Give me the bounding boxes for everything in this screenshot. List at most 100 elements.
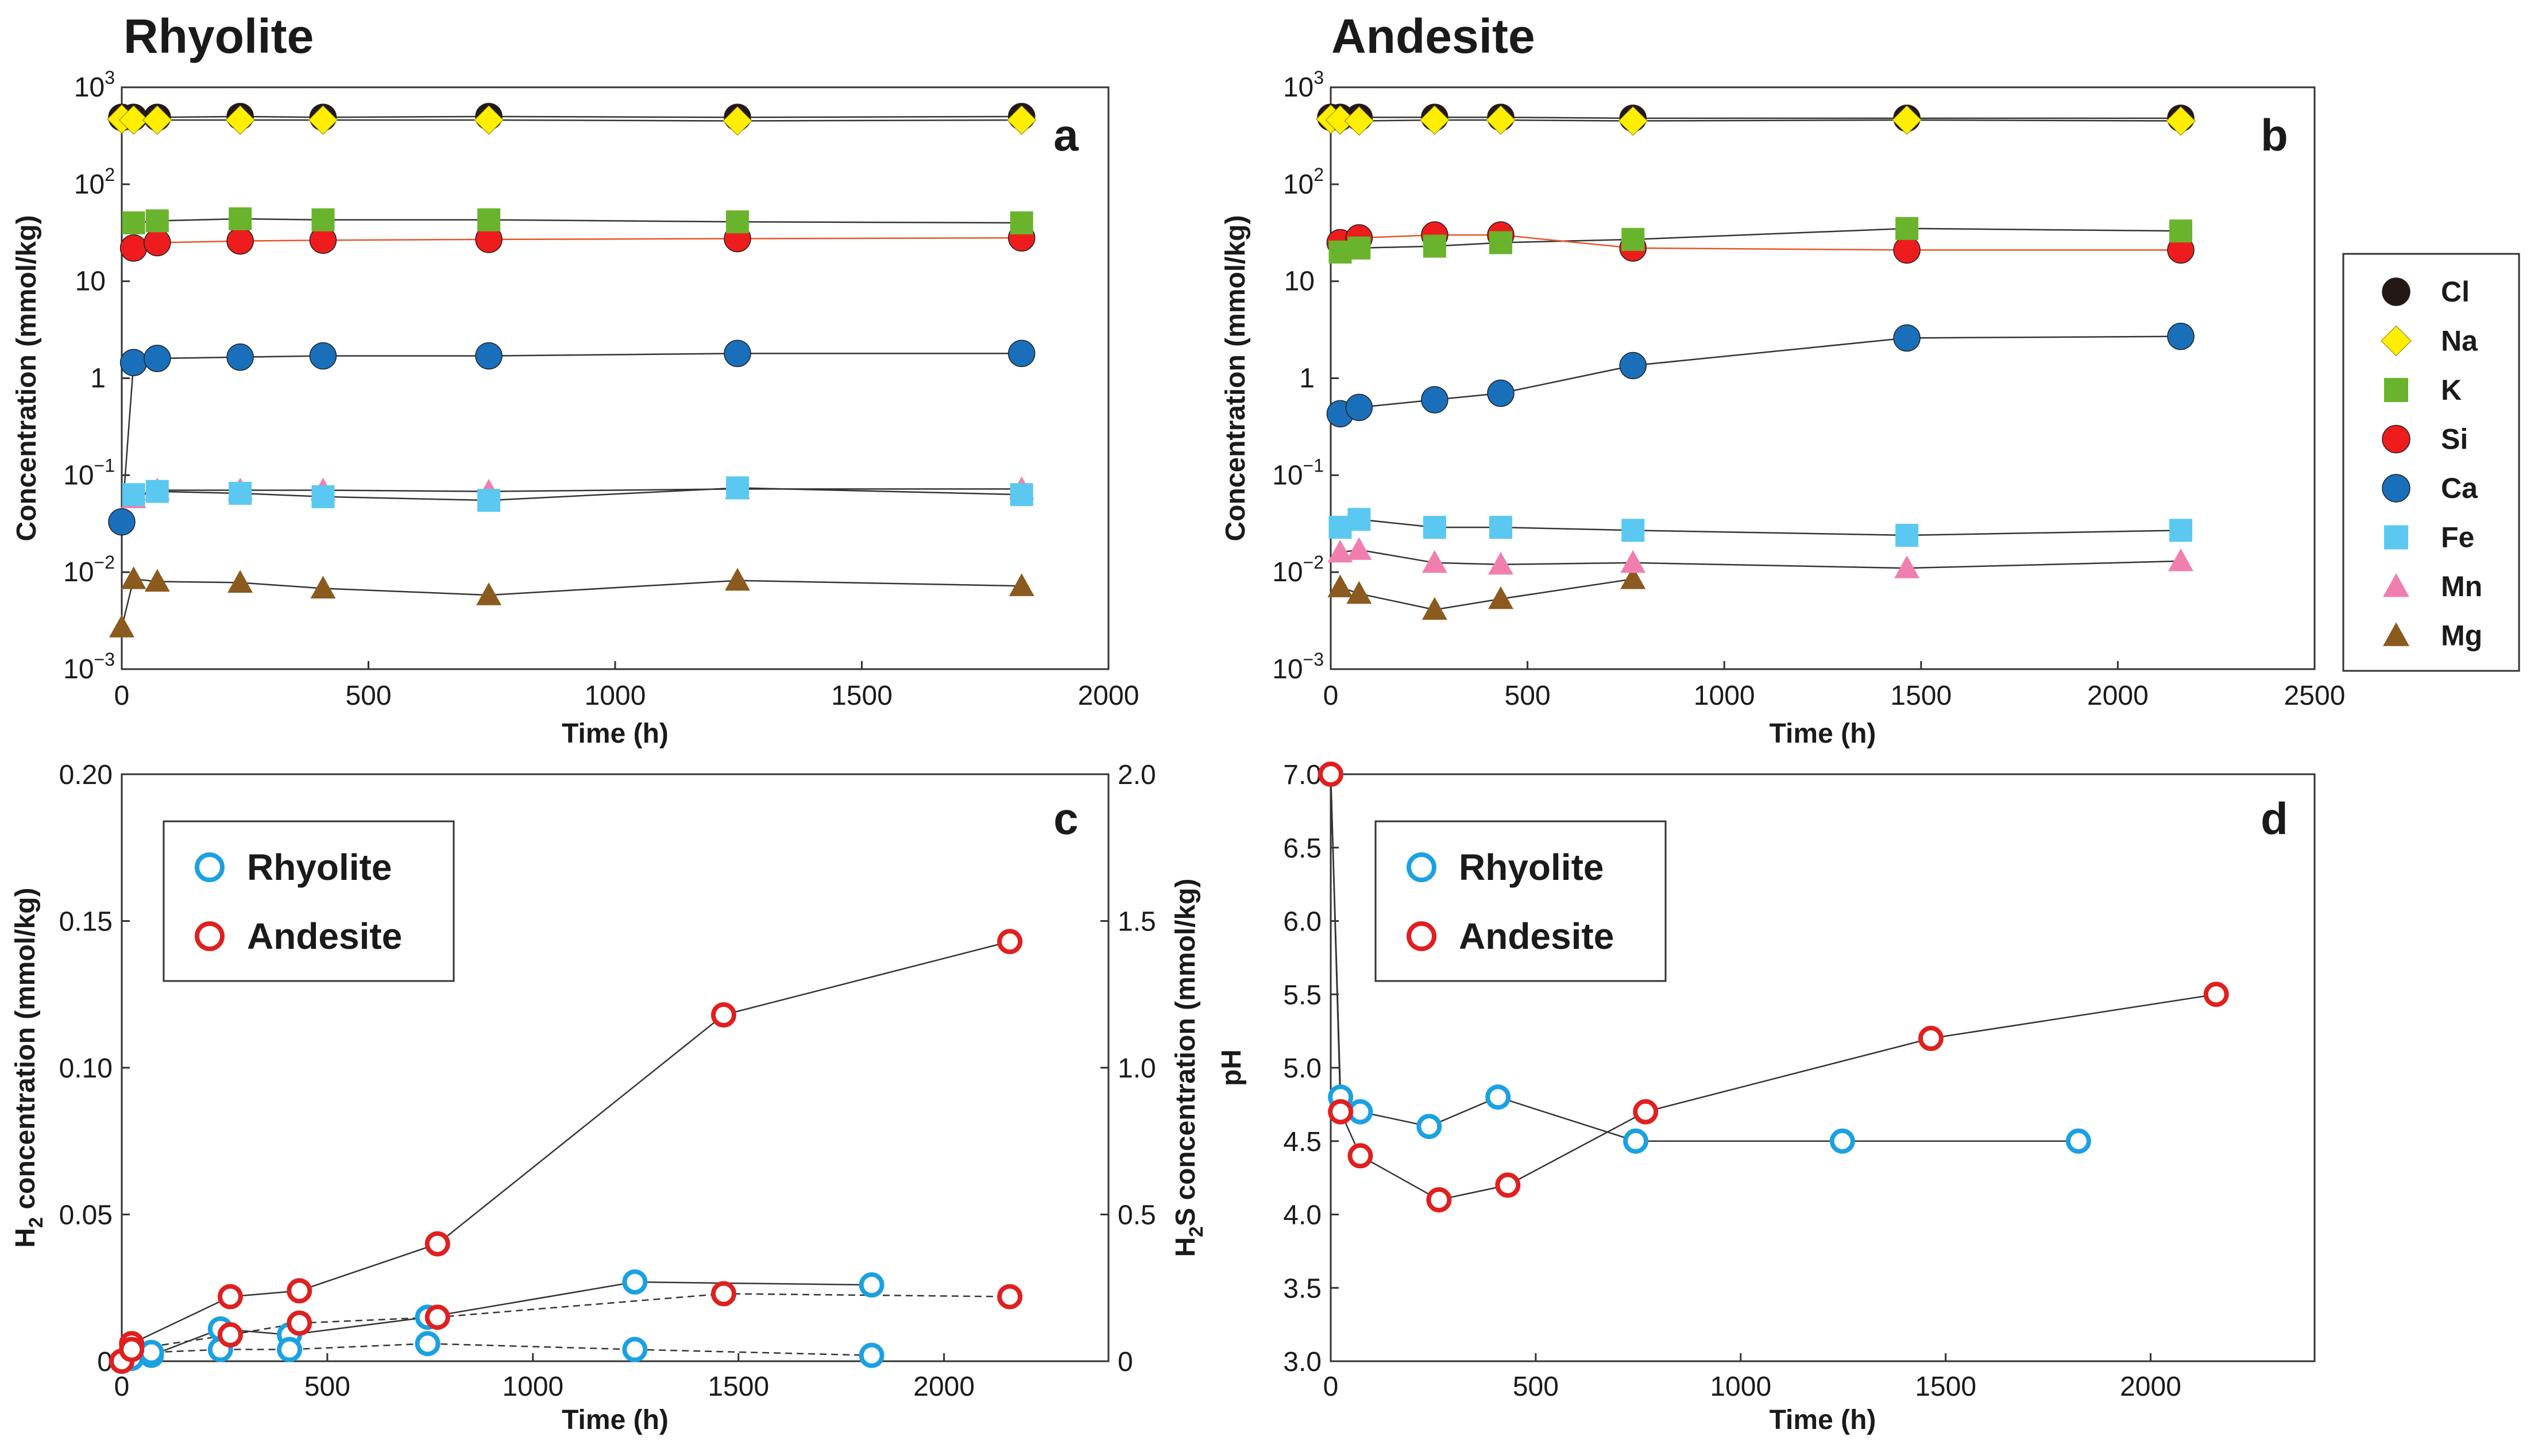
panel-b-fe-point	[1489, 516, 1513, 539]
panel-a-ytick-base: 10	[74, 169, 105, 200]
panel-c-ylabel: H2 concentration (mmol/kg)	[10, 888, 47, 1248]
panel-d-chart: 3.0 3.5 4.0 4.5 5.0 5.5 6.0 6.5 7.0 0 500 1000 1500 2…	[1216, 760, 2316, 1435]
legend-mg-label: Mg	[2441, 620, 2482, 652]
panel-a-k-point	[145, 209, 169, 233]
panel-d-andesite-point	[1633, 1099, 1659, 1125]
panel-c-andesite-point	[997, 1284, 1023, 1310]
panel-c-ytick-label: 0.10	[59, 1053, 113, 1084]
panel-a-na-point	[474, 105, 504, 135]
panel-c-legend: Rhyolite Andesite	[163, 820, 455, 982]
panel-a-mg-point	[725, 567, 751, 591]
panel-a-ca-point	[475, 342, 503, 370]
panel-b-na-point	[1892, 105, 1922, 135]
panel-b-ytick-base: 10	[1272, 460, 1303, 491]
panel-d-ytick-label: 4.0	[1283, 1200, 1322, 1231]
legend-na-marker	[2381, 325, 2412, 357]
panel-c-rhyolite-point	[277, 1337, 303, 1362]
panel-a-label: a	[1053, 110, 1079, 160]
panel-c-andesite-point	[424, 1304, 450, 1330]
panel-b-ytick-base: 1	[1299, 364, 1315, 394]
panel-d-ytick-label: 4.5	[1283, 1127, 1322, 1157]
panel-a-ytick-exp: −1	[94, 455, 115, 476]
legend-mg-marker	[2383, 622, 2409, 646]
legend-mn-marker	[2383, 573, 2409, 597]
panel-d-rhyolite-point	[1416, 1114, 1442, 1140]
panel-c-rhyolite-point	[859, 1272, 884, 1298]
panel-b-mn-point	[1488, 551, 1514, 575]
panel-c-y2tick-label: 1.5	[1118, 907, 1156, 937]
panel-a-si-line	[133, 237, 1022, 249]
panel-c-xtick-label: 1500	[708, 1372, 769, 1402]
panel-b-title: Andesite	[1331, 9, 1535, 63]
panel-d-legend-rhyolite-marker	[1407, 852, 1436, 882]
panel-b-mn-point	[1620, 550, 1646, 573]
panel-d-ytick-label: 7.0	[1283, 760, 1322, 790]
panel-b-ytick-exp: −1	[1303, 455, 1324, 476]
panel-d-andesite-point	[1328, 1099, 1354, 1125]
panel-b-k-point	[1621, 227, 1645, 251]
panel-a-ytick-label: 102	[74, 164, 115, 200]
panel-d-xtick-label: 500	[1513, 1372, 1559, 1402]
panel-d-andesite-point	[1318, 762, 1343, 787]
panel-d-andesite-point	[1426, 1187, 1452, 1212]
panel-d-xtick-label: 1500	[1915, 1372, 1976, 1402]
panel-d-xtick-label: 0	[1323, 1372, 1339, 1402]
panel-d-rhyolite-point	[1623, 1128, 1649, 1154]
panel-b-k-point	[1423, 234, 1446, 258]
panel-b-k-point	[2169, 219, 2193, 243]
panel-c-legend-andesite-marker	[195, 921, 225, 951]
panel-d-xtick-label: 2000	[2120, 1372, 2181, 1402]
panel-a-mg-point	[310, 576, 336, 599]
panel-b-xtick-label: 500	[1505, 681, 1551, 711]
panel-a-xtick-label: 0	[114, 681, 130, 711]
panel-a-ylabel: Concentration (mmol/kg)	[11, 215, 42, 541]
panel-b-ytick-label: 10−2	[1272, 552, 1324, 588]
panel-a-ca-point	[144, 345, 171, 372]
panel-b-mg-point	[1620, 566, 1646, 589]
panel-b-mn-line	[1340, 549, 2181, 569]
panel-d-legend-andesite-label: Andesite	[1459, 916, 1614, 957]
panel-a-na-point	[723, 106, 752, 136]
panel-c-label: c	[1053, 793, 1078, 844]
panel-a-ytick-base: 10	[63, 557, 94, 588]
panel-d-legend-frame	[1374, 820, 1667, 982]
panel-c-ylabel-part: H	[10, 1228, 41, 1248]
panel-b-fe-line	[1339, 519, 2181, 536]
panel-b-fe-point	[1895, 523, 1919, 547]
panel-c-xtick-label: 500	[304, 1372, 350, 1402]
panel-b-k-point	[1347, 236, 1371, 260]
panel-b-mg-point	[1421, 597, 1447, 620]
panel-c-rhyolite-point	[622, 1269, 648, 1295]
panel-d-rhyolite-point	[2065, 1128, 2091, 1154]
panel-d-andesite-point	[1918, 1025, 1944, 1051]
panel-b-ytick-exp: 3	[1314, 67, 1324, 88]
panel-b-ytick-label: 103	[1283, 67, 1324, 103]
panel-a-si-point	[119, 234, 148, 262]
panel-a-si-point	[226, 227, 254, 255]
panel-d-ytick-label: 5.0	[1283, 1053, 1322, 1084]
panel-c-rhyolite-point	[859, 1342, 884, 1368]
panel-b-ytick-label: 10−1	[1272, 455, 1324, 491]
panel-c-andesite-point	[287, 1278, 312, 1304]
legend-mn-label: Mn	[2441, 570, 2482, 603]
panel-b-ca-point	[1421, 386, 1448, 414]
legend-na-label: Na	[2441, 325, 2478, 357]
panel-b-mn-point	[2168, 548, 2194, 571]
panel-b-fe-point	[1347, 508, 1371, 531]
panel-a-fe-point	[477, 489, 501, 512]
panel-b-ca-point	[1893, 324, 1921, 352]
panel-c-y2tick-label: 1.0	[1118, 1053, 1156, 1084]
panel-b-ca-point	[1345, 393, 1373, 422]
panel-c-y2tick-label: 2.0	[1118, 760, 1156, 790]
panel-a-ytick-exp: 3	[105, 67, 115, 88]
panel-c-xlabel: Time (h)	[562, 1405, 669, 1435]
panel-a-fe-point	[122, 483, 145, 507]
panel-a-mg-point	[121, 566, 146, 589]
panel-c-ytick-label: 0.20	[59, 760, 113, 790]
panel-a-mg-line	[121, 578, 1022, 628]
panel-c-y2label-part: H	[1171, 1237, 1201, 1257]
panel-c-xtick-label: 1000	[502, 1372, 563, 1402]
panel-b-xtick-label: 2000	[2087, 681, 2149, 711]
